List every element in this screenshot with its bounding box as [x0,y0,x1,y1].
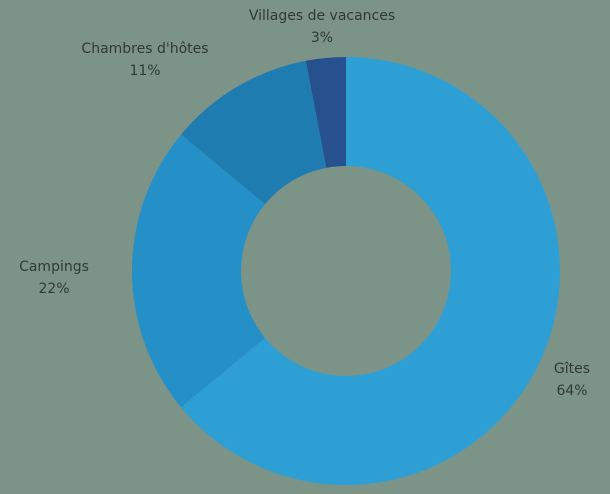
slice-name-villages: Villages de vacances [249,8,395,24]
donut-slice-2 [181,60,327,205]
donut-slice-0 [181,57,560,485]
slice-label-chambres: Chambres d'hôtes 11% [81,41,208,79]
slice-value-gites: 64% [556,383,587,399]
slice-label-villages: Villages de vacances 3% [249,8,395,46]
donut-slice-3 [305,57,346,168]
slice-label-campings: Campings 22% [19,259,89,297]
donut-slices [132,57,560,485]
slice-value-campings: 22% [38,281,69,297]
slice-value-villages: 3% [311,30,333,46]
slice-name-gites: Gîtes [554,361,590,377]
slice-name-chambres: Chambres d'hôtes [81,41,208,57]
donut-slice-1 [132,134,266,408]
slice-value-chambres: 11% [129,63,160,79]
slice-name-campings: Campings [19,259,89,275]
slice-label-gites: Gîtes 64% [554,361,590,399]
